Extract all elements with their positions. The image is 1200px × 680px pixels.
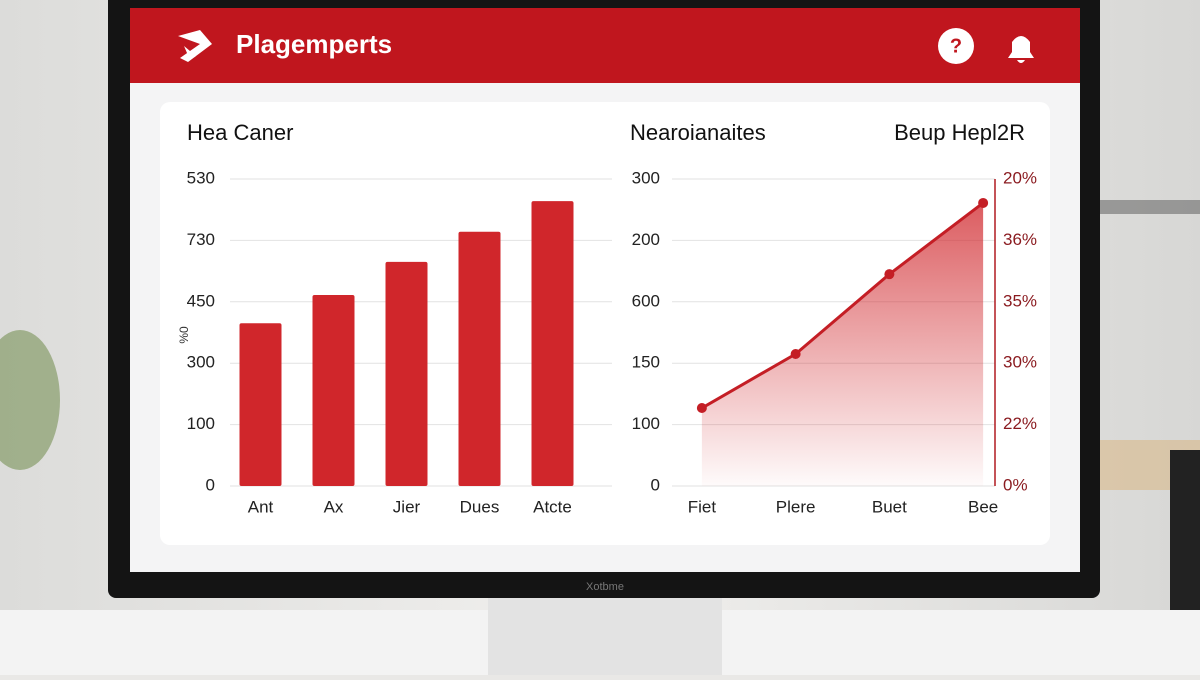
y-tick-label: 200 <box>632 230 660 249</box>
y-tick-label: 100 <box>632 414 660 433</box>
area <box>701 202 984 487</box>
y-tick-label: 150 <box>632 353 660 372</box>
y-tick-label: 600 <box>632 291 660 310</box>
bar <box>458 231 501 486</box>
y-axis-label: %0 <box>177 326 191 344</box>
x-tick-label: Ax <box>324 497 344 516</box>
bar <box>239 323 282 486</box>
monitor-brand: Xotbme <box>586 581 624 593</box>
chart-title: Hea Caner <box>187 120 293 145</box>
y2-tick-label: 0% <box>1003 475 1028 494</box>
y-tick-label: 730 <box>187 230 215 249</box>
bar <box>312 295 355 486</box>
app-title: Plagemperts <box>236 29 392 59</box>
y-tick-label: 530 <box>187 168 215 187</box>
y2-tick-label: 36% <box>1003 230 1037 249</box>
shelf <box>1100 200 1200 214</box>
x-tick-label: Bee <box>968 497 998 516</box>
x-tick-label: Buet <box>872 497 907 516</box>
y2-axis-title: Beup Hepl2R <box>894 120 1025 145</box>
y-tick-label: 100 <box>187 414 215 433</box>
help-icon: ? <box>950 35 962 57</box>
monitor-stand <box>488 596 722 675</box>
help-button[interactable] <box>938 28 974 64</box>
chart-title: Nearoianaites <box>630 120 766 145</box>
header-bar <box>130 8 1080 83</box>
x-tick-label: Plere <box>776 497 816 516</box>
x-tick-label: Dues <box>460 497 500 516</box>
y2-tick-label: 35% <box>1003 291 1037 310</box>
x-tick-label: Fiet <box>688 497 717 516</box>
x-tick-label: Atcte <box>533 497 572 516</box>
y-tick-label: 0 <box>651 475 660 494</box>
point <box>978 197 989 208</box>
bar <box>385 261 428 486</box>
point <box>884 269 895 280</box>
x-tick-label: Ant <box>248 497 274 516</box>
bar <box>531 201 574 486</box>
y2-tick-label: 22% <box>1003 414 1037 433</box>
point <box>790 348 801 359</box>
x-tick-label: Jier <box>393 497 421 516</box>
y-tick-label: 300 <box>187 353 215 372</box>
point <box>696 403 707 414</box>
y2-tick-label: 20% <box>1003 168 1037 187</box>
y-tick-label: 450 <box>187 291 215 310</box>
y-tick-label: 300 <box>632 168 660 187</box>
y2-tick-label: 30% <box>1003 353 1037 372</box>
notifications-button[interactable] <box>1008 36 1034 63</box>
y-tick-label: 0 <box>206 475 215 494</box>
line <box>701 201 985 410</box>
plant <box>0 330 60 470</box>
logo <box>178 30 212 62</box>
